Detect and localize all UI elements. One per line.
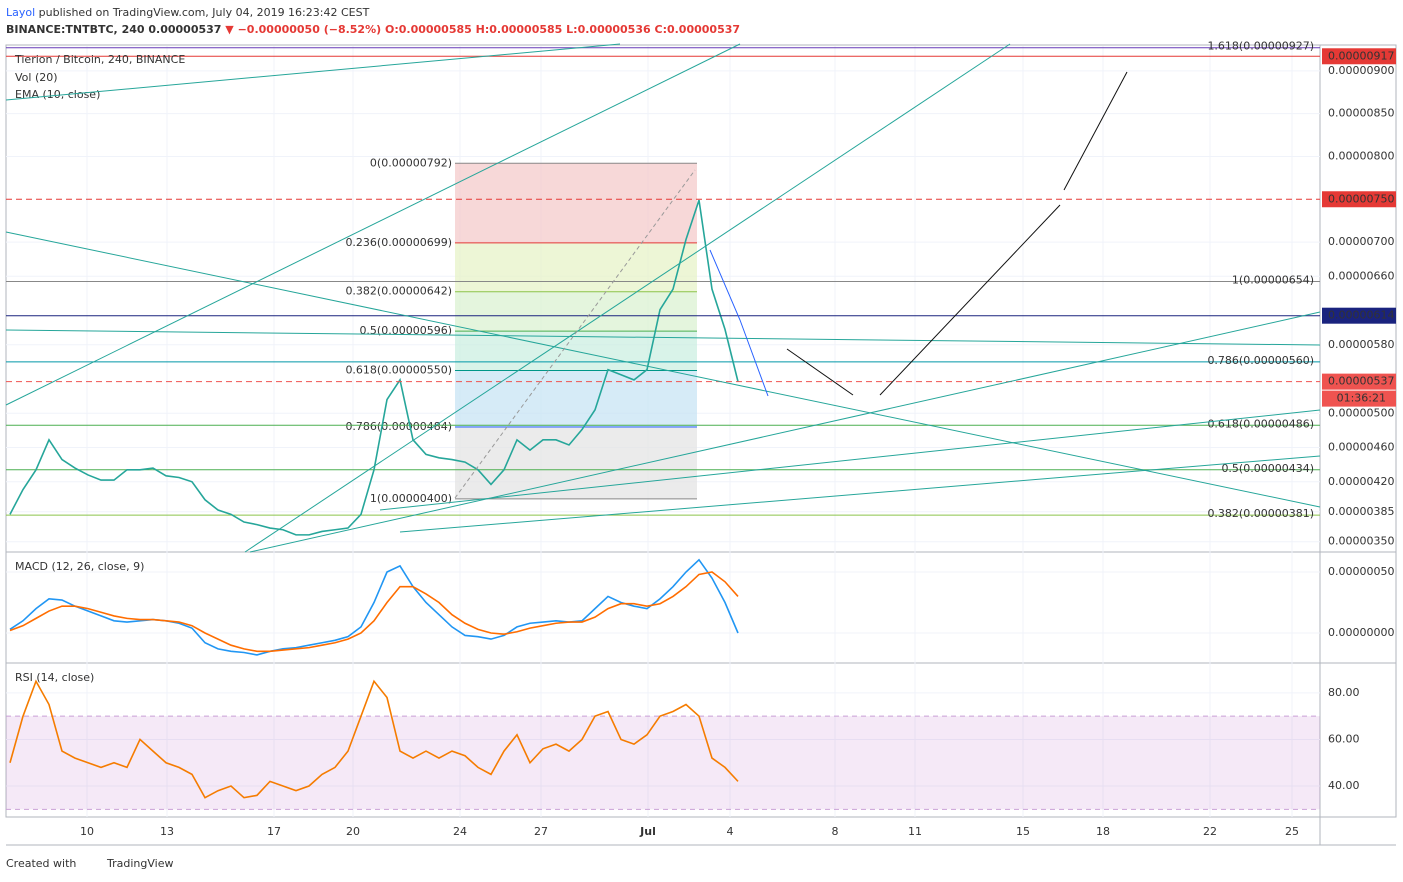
price-badge [1322, 307, 1396, 324]
ohlc: O:0.00000585 [385, 23, 472, 36]
frame [5, 44, 1397, 818]
rsi-band [6, 716, 1320, 810]
y-tick-label: 0.00000050 [1328, 565, 1394, 578]
symbol: BINANCE:TNTBTC, 240 [6, 23, 145, 36]
fib-label: 0.236(0.00000699) [345, 236, 452, 249]
x-tick-label: 18 [1096, 825, 1110, 838]
indicator-label: EMA (10, close) [15, 88, 100, 101]
x-tick-label: 22 [1203, 825, 1217, 838]
fib-label: 0.786(0.00000484) [345, 420, 452, 433]
y-tick-label: 0.00000850 [1328, 107, 1394, 120]
y-tick-label: 40.00 [1328, 779, 1360, 792]
x-tick-label: 27 [534, 825, 548, 838]
fib-label: 1(0.00000400) [370, 492, 452, 505]
series-line [9, 679, 739, 799]
x-tick-label: 11 [908, 825, 922, 838]
fib-zone [455, 426, 697, 499]
series-line [9, 571, 739, 653]
fib-label: 0.618(0.00000550) [345, 363, 452, 376]
price-badge [1322, 373, 1396, 390]
price-badge-label: 0.00000537 [1328, 375, 1394, 388]
price-badge-label: 0.00000750 [1328, 192, 1394, 205]
pane-title: RSI (14, close) [15, 671, 94, 684]
fib-zone [455, 163, 697, 243]
fib-ext-label: 0.618(0.00000486) [1207, 417, 1314, 430]
fib-label: 0.382(0.00000642) [345, 285, 452, 298]
ohlc: C:0.00000537 [655, 23, 741, 36]
pane-title: MACD (12, 26, close, 9) [15, 560, 144, 573]
pane-title: Tierion / Bitcoin, 240, BINANCE [14, 53, 185, 66]
price-badge-label: 0.00000614 [1328, 309, 1394, 322]
ohlc: L:0.00000536 [566, 23, 651, 36]
y-tick-label: 0.00000580 [1328, 338, 1394, 351]
fib-label: 0(0.00000792) [370, 156, 452, 169]
x-tick-label: 24 [453, 825, 467, 838]
x-tick-label: 20 [346, 825, 360, 838]
fib-ext-label: 1.618(0.00000927) [1207, 40, 1314, 53]
price-badge-label: 0.00000917 [1328, 49, 1394, 62]
x-tick-label: 4 [727, 825, 734, 838]
fib-ext-label: 0.786(0.00000560) [1207, 354, 1314, 367]
y-tick-label: 0.00000420 [1328, 475, 1394, 488]
last: 0.00000537 [148, 23, 221, 36]
fib-zone [455, 370, 697, 427]
header-line: Layol published on TradingView.com, July… [6, 6, 370, 19]
indicator-label: Vol (20) [15, 71, 58, 84]
price-badge [1322, 191, 1396, 208]
y-tick-label: 0.00000700 [1328, 235, 1394, 248]
trendlines [5, 43, 1321, 553]
y-tick-label: 0.00000660 [1328, 269, 1394, 282]
drawn-line [709, 249, 769, 397]
fib-zone [455, 291, 697, 332]
author[interactable]: Layol [6, 6, 35, 19]
y-tick-label: 0.00000385 [1328, 505, 1394, 518]
y-tick-label: 0.00000900 [1328, 64, 1394, 77]
chart-layer: 10 13 17 20 24 27 Jul 4 8 11 15 18 22 25 0.00000900 0.0… [6, 40, 1396, 838]
series-line [9, 558, 739, 656]
footer-text: Created with [6, 857, 76, 870]
arrows [786, 71, 1128, 396]
countdown: 01:36:21 [1337, 392, 1386, 405]
y-tick-label: 80.00 [1328, 686, 1360, 699]
fib-ext-label: 1(0.00000654) [1232, 273, 1314, 286]
fib-trend [454, 169, 696, 499]
x-tick-label: 25 [1285, 825, 1299, 838]
x-tick-label: 13 [160, 825, 174, 838]
y-tick-label: 0.00000460 [1328, 441, 1394, 454]
y-tick-label: 0.00000500 [1328, 406, 1394, 419]
price-badge [1322, 48, 1396, 65]
x-tick-label: 10 [80, 825, 94, 838]
symbol-line: BINANCE:TNTBTC, 240 0.00000537 ▼ −0.0000… [6, 23, 740, 36]
x-tick-label: Jul [639, 825, 656, 838]
change: ▼ −0.00000050 (−8.52%) [225, 23, 381, 36]
x-tick-label: 15 [1016, 825, 1030, 838]
x-tick-label: 17 [267, 825, 281, 838]
fib-ext-label: 0.5(0.00000434) [1221, 462, 1314, 475]
fib-zone [455, 242, 697, 292]
published: published on TradingView.com, July 04, 2… [35, 6, 369, 19]
series-line [9, 199, 739, 536]
y-tick-label: 0.00000000 [1328, 626, 1394, 639]
y-tick-label: 0.00000800 [1328, 149, 1394, 162]
y-tick-label: 60.00 [1328, 732, 1360, 745]
fib-ext-label: 0.382(0.00000381) [1207, 507, 1314, 520]
ohlc: H:0.00000585 [476, 23, 563, 36]
countdown-badge [1322, 390, 1396, 407]
x-tick-label: 8 [832, 825, 839, 838]
footer-brand[interactable]: TradingView [106, 857, 173, 870]
y-tick-label: 0.00000350 [1328, 535, 1394, 548]
